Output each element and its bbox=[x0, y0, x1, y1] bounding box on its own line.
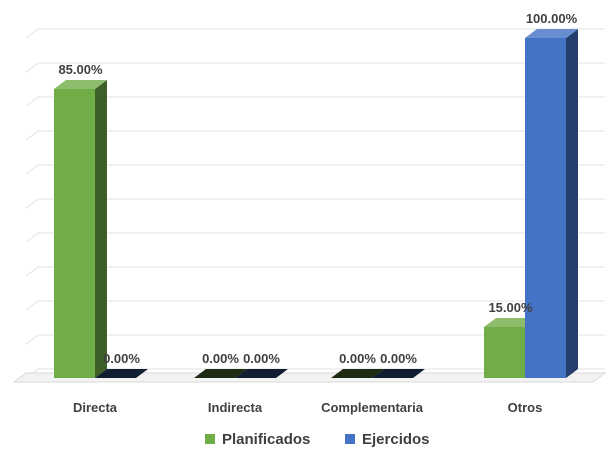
bar-top bbox=[525, 29, 578, 38]
legend-label-ejercidos: Ejercidos bbox=[362, 431, 430, 448]
bar-top bbox=[194, 369, 247, 378]
bar-side bbox=[566, 29, 578, 378]
bar-top bbox=[235, 369, 288, 378]
x-tick-label-complementaria: Complementaria bbox=[321, 400, 424, 415]
data-labels: 85.00% 0.00% 0.00% 0.00% 0.00% 0.00% 15.00% 100… bbox=[58, 11, 577, 366]
bar-top bbox=[484, 318, 537, 327]
gridline-slant bbox=[25, 28, 39, 39]
data-label-ejercidos-directa: 0.00% bbox=[103, 351, 140, 366]
x-axis-tick-labels: Directa Indirecta Complementaria Otros bbox=[73, 400, 542, 415]
legend-swatch-ejercidos bbox=[345, 434, 355, 444]
data-label-planificados-indirecta: 0.00% bbox=[202, 351, 239, 366]
x-tick-label-indirecta: Indirecta bbox=[208, 400, 263, 415]
bar-ejercidos-directa bbox=[95, 369, 148, 378]
gridline-slant bbox=[25, 130, 39, 141]
gridline-slant bbox=[25, 62, 39, 73]
bar-top bbox=[372, 369, 425, 378]
bar-front bbox=[54, 89, 95, 378]
bar-front bbox=[525, 38, 566, 378]
x-tick-label-otros: Otros bbox=[508, 400, 543, 415]
data-label-planificados-complementaria: 0.00% bbox=[339, 351, 376, 366]
data-label-planificados-directa: 85.00% bbox=[58, 62, 103, 77]
bar-ejercidos-otros bbox=[525, 29, 578, 378]
data-label-ejercidos-otros: 100.00% bbox=[526, 11, 578, 26]
bar-front bbox=[484, 327, 525, 378]
data-label-ejercidos-complementaria: 0.00% bbox=[380, 351, 417, 366]
gridline-slant bbox=[25, 334, 39, 345]
bars bbox=[12, 29, 607, 383]
gridline-slant bbox=[25, 232, 39, 243]
legend-swatch-planificados bbox=[205, 434, 215, 444]
bar-side bbox=[95, 80, 107, 378]
bar-planificados-directa bbox=[54, 80, 107, 378]
bar-top bbox=[331, 369, 384, 378]
data-label-ejercidos-indirecta: 0.00% bbox=[243, 351, 280, 366]
chart-floor bbox=[12, 372, 607, 383]
gridline-slant bbox=[25, 164, 39, 175]
gridlines bbox=[25, 28, 605, 379]
legend: Planificados Ejercidos bbox=[205, 431, 430, 448]
bar-planificados-complementaria bbox=[331, 369, 384, 378]
bar-top bbox=[54, 80, 107, 89]
x-tick-label-directa: Directa bbox=[73, 400, 118, 415]
gridline-slant bbox=[25, 198, 39, 209]
gridline-slant bbox=[25, 96, 39, 107]
gridline-slant bbox=[25, 300, 39, 311]
bar-planificados-indirecta bbox=[194, 369, 247, 378]
bar-ejercidos-complementaria bbox=[372, 369, 425, 378]
legend-label-planificados: Planificados bbox=[222, 431, 310, 448]
data-label-planificados-otros: 15.00% bbox=[488, 300, 533, 315]
bar-ejercidos-indirecta bbox=[235, 369, 288, 378]
bar-top bbox=[95, 369, 148, 378]
gridline-slant bbox=[25, 266, 39, 277]
